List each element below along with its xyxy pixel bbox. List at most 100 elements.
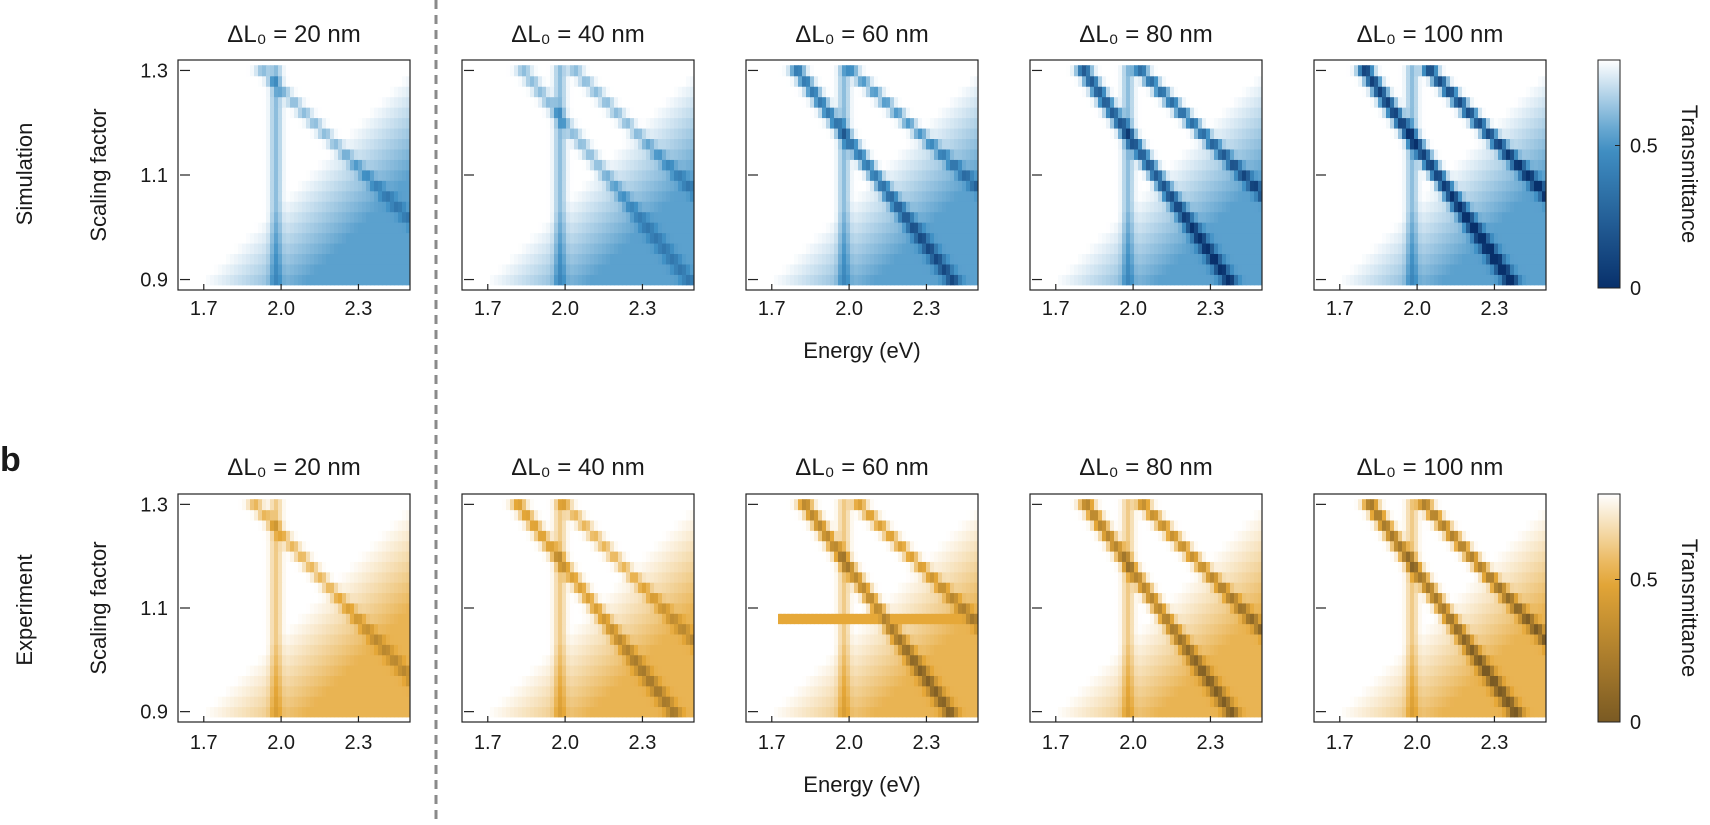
heatmap-cell — [1234, 138, 1239, 150]
heatmap-cell — [1406, 274, 1411, 286]
heatmap-cell — [334, 159, 339, 171]
heatmap-cell — [626, 117, 631, 129]
heatmap-cell — [1174, 65, 1179, 77]
heatmap-cell — [274, 169, 279, 181]
heatmap-cell — [586, 169, 591, 181]
heatmap-cell — [862, 169, 867, 181]
heatmap-cell — [230, 65, 235, 77]
heatmap-cell — [874, 253, 879, 265]
heatmap-cell — [286, 274, 291, 286]
heatmap-cell — [1126, 169, 1131, 181]
heatmap-cell — [586, 148, 591, 160]
heatmap-cell — [866, 65, 871, 77]
heatmap-cell — [1238, 232, 1243, 244]
heatmap-cell — [594, 253, 599, 265]
heatmap-cell — [474, 75, 479, 87]
heatmap-cell — [1066, 65, 1071, 77]
heatmap-cell — [226, 96, 231, 108]
heatmap-cell — [882, 138, 887, 150]
heatmap-cell — [662, 65, 667, 77]
heatmap-cell — [242, 211, 247, 223]
heatmap-cell — [230, 148, 235, 160]
heatmap-cell — [366, 263, 371, 275]
heatmap-cell — [346, 232, 351, 244]
heatmap-cell — [858, 169, 863, 181]
heatmap-cell — [178, 242, 183, 255]
heatmap-cell — [218, 107, 223, 119]
heatmap-cell — [506, 222, 511, 234]
heatmap-cell — [238, 263, 243, 275]
heatmap-cell — [838, 253, 843, 265]
heatmap-cell — [634, 159, 639, 171]
heatmap-cell — [1174, 263, 1179, 275]
heatmap-cell — [1194, 65, 1199, 77]
heatmap-cell — [854, 274, 859, 286]
heatmap-cell — [198, 242, 203, 255]
heatmap-cell — [1150, 75, 1155, 87]
heatmap-cell — [1042, 169, 1047, 181]
heatmap-cell — [1146, 242, 1151, 255]
heatmap-cell — [1218, 65, 1223, 77]
heatmap-cell — [1226, 232, 1231, 244]
heatmap-cell — [1054, 148, 1059, 160]
heatmap-cell — [966, 274, 971, 286]
heatmap-cell — [918, 107, 923, 119]
heatmap-cell — [494, 159, 499, 171]
heatmap-cell — [1042, 148, 1047, 160]
heatmap-cell — [686, 190, 691, 202]
heatmap-cell — [266, 211, 271, 223]
heatmap-cell — [490, 201, 495, 213]
heatmap-cell — [846, 127, 851, 140]
heatmap-cell — [922, 159, 927, 171]
heatmap-cell — [574, 201, 579, 213]
heatmap-cell — [1110, 148, 1115, 160]
heatmap-cell — [330, 107, 335, 119]
heatmap-cell — [902, 263, 907, 275]
heatmap-cell — [506, 138, 511, 150]
heatmap-cell — [526, 211, 531, 223]
heatmap-cell — [806, 86, 811, 98]
heatmap-cell — [370, 211, 375, 223]
heatmap-cell — [926, 253, 931, 265]
heatmap-cell — [618, 274, 623, 286]
heatmap-cell — [574, 86, 579, 98]
heatmap-cell — [1210, 96, 1215, 108]
heatmap-cell — [854, 96, 859, 108]
heatmap-cell — [1062, 253, 1067, 265]
heatmap-cell — [342, 190, 347, 202]
heatmap-cell — [1222, 253, 1227, 265]
heatmap-cell — [1154, 201, 1159, 213]
heatmap-cell — [966, 65, 971, 77]
heatmap-cell — [546, 232, 551, 244]
heatmap-cell — [342, 242, 347, 255]
heatmap-cell — [254, 274, 259, 286]
heatmap-cell — [582, 107, 587, 119]
heatmap-cell — [1070, 201, 1075, 213]
heatmap-cell — [782, 159, 787, 171]
heatmap-cell — [1246, 253, 1251, 265]
heatmap-cell — [1198, 253, 1203, 265]
heatmap-cell — [774, 180, 779, 192]
heatmap-cell — [1170, 169, 1175, 181]
heatmap-cell — [1070, 159, 1075, 171]
heatmap-cell — [922, 169, 927, 181]
heatmap-cell — [402, 169, 407, 181]
heatmap-cell — [598, 274, 603, 286]
heatmap-cell — [1094, 65, 1099, 77]
heatmap-cell — [518, 222, 523, 234]
heatmap-cell — [1130, 253, 1135, 265]
heatmap-cell — [1222, 263, 1227, 275]
heatmap-cell — [918, 253, 923, 265]
heatmap-cell — [478, 107, 483, 119]
heatmap-cell — [798, 107, 803, 119]
heatmap-cell — [206, 169, 211, 181]
heatmap-cell — [286, 117, 291, 129]
heatmap-cell — [770, 180, 775, 192]
heatmap-cell — [218, 86, 223, 98]
heatmap-cell — [1250, 274, 1255, 286]
heatmap-cell — [578, 96, 583, 108]
heatmap-cell — [826, 159, 831, 171]
heatmap-cell — [1226, 201, 1231, 213]
heatmap-cell — [274, 274, 279, 286]
heatmap-cell — [406, 138, 410, 150]
